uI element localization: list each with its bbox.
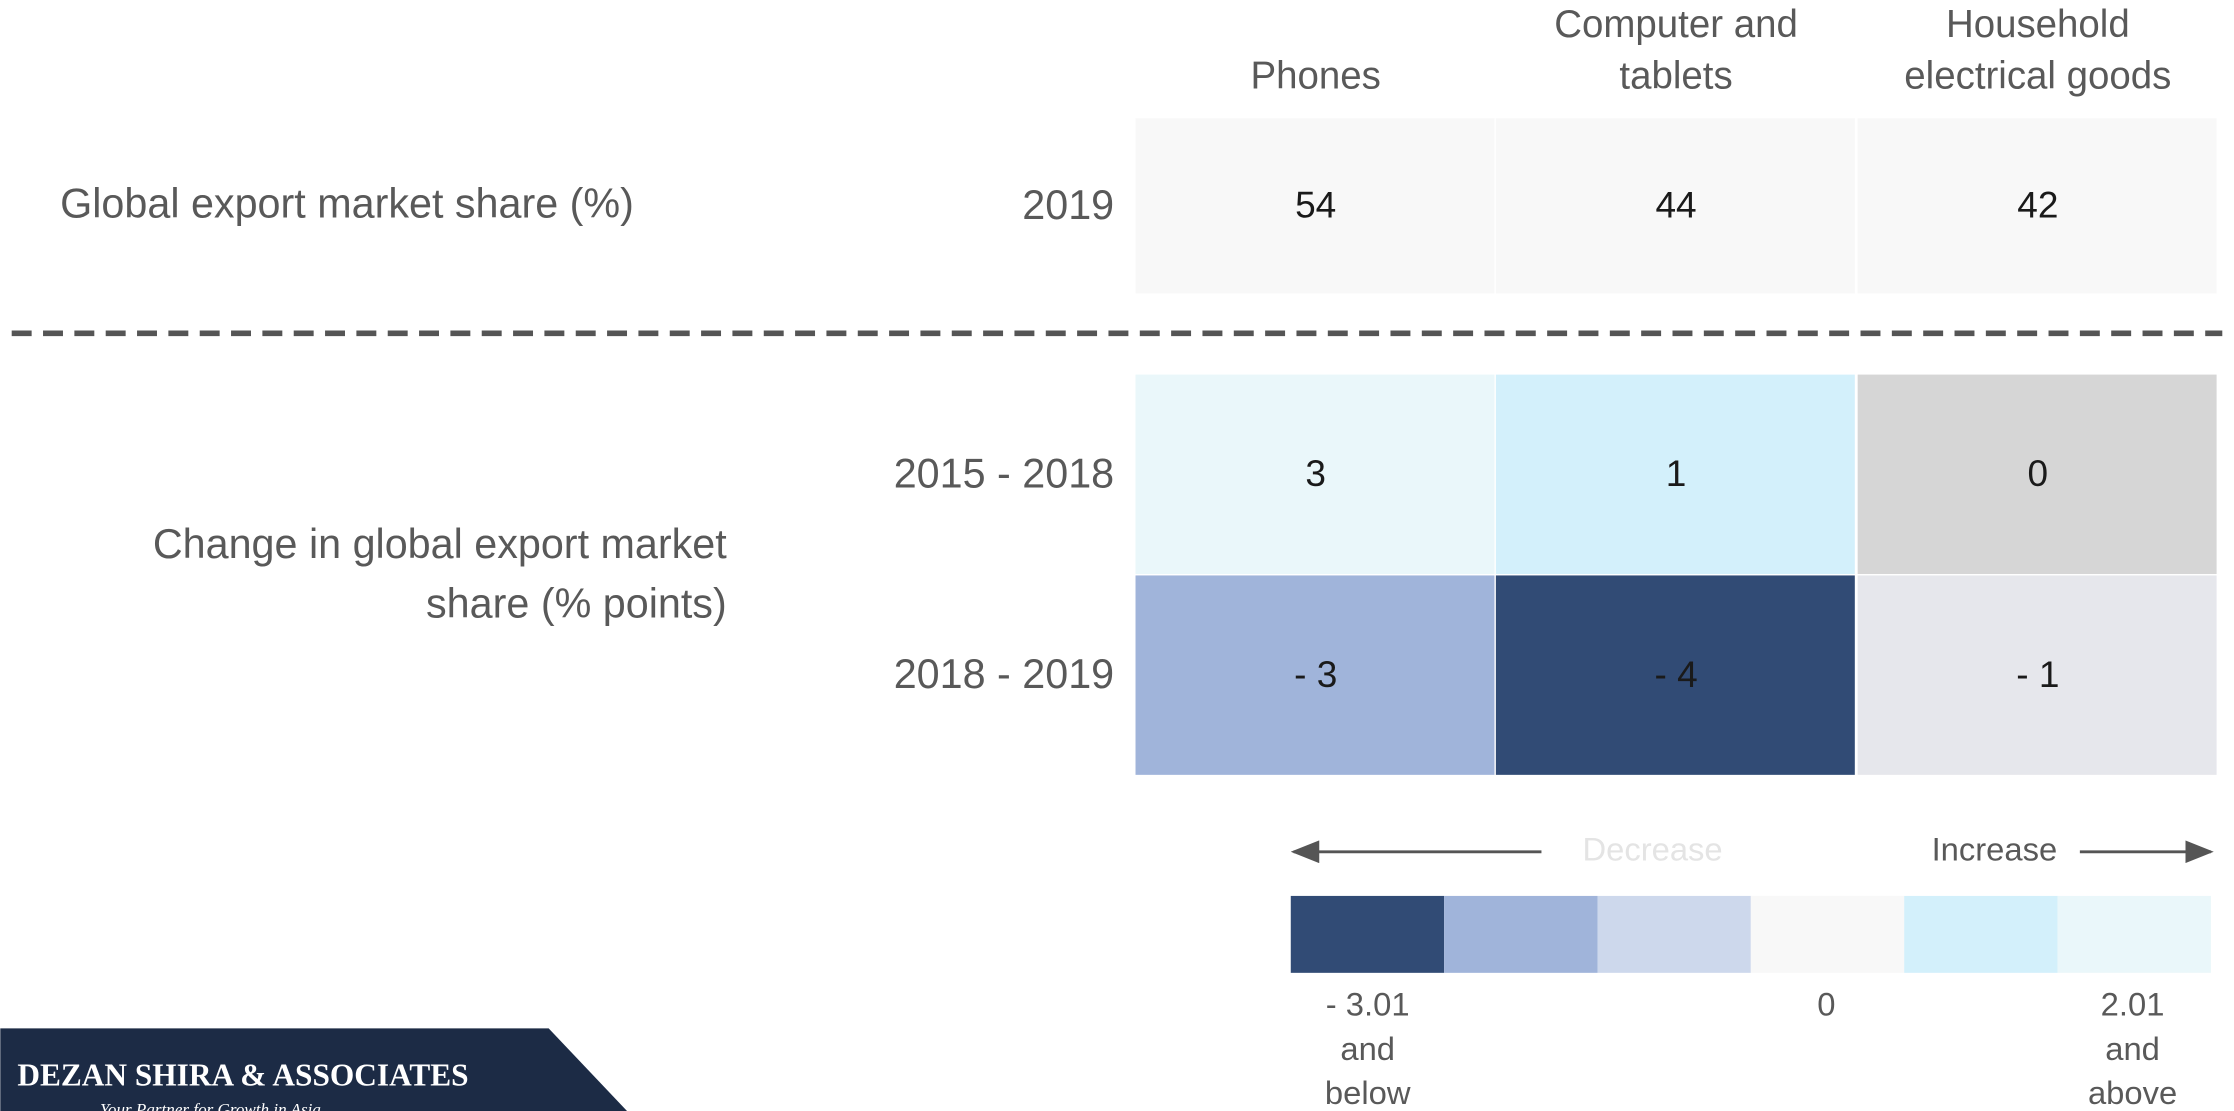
cell <box>1135 575 1495 775</box>
cell <box>1135 118 1495 294</box>
cell-value: 0 <box>2028 452 2049 494</box>
legend-swatch <box>2057 895 2211 973</box>
logo-tagline: Your Partner for Growth in Asia <box>100 1100 321 1111</box>
column-header: Household <box>1946 3 2130 46</box>
row-group-label: share (% points) <box>426 581 727 627</box>
cell-value: - 4 <box>1654 653 1697 695</box>
cell-value: 3 <box>1305 452 1326 494</box>
legend-swatch <box>1444 895 1598 973</box>
column-header: electrical goods <box>1904 54 2171 97</box>
cell <box>1857 374 2217 575</box>
legend-decrease: Decrease <box>1582 830 1722 867</box>
legend-label: 0 <box>1817 986 1835 1023</box>
cell-value: - 1 <box>2016 653 2059 695</box>
cell-value: 1 <box>1666 452 1687 494</box>
legend-label: below <box>1325 1074 1411 1111</box>
period-label: 2015 - 2018 <box>894 450 1114 496</box>
column-header: tablets <box>1619 54 1732 97</box>
cell-value: - 3 <box>1294 653 1337 695</box>
cell <box>1857 575 2217 775</box>
cell <box>1857 118 2217 294</box>
legend-increase: Increase <box>1932 830 2058 867</box>
cell <box>1495 374 1855 575</box>
legend-swatch <box>1750 895 1905 973</box>
period-label: 2019 <box>1022 182 1114 228</box>
logo-banner <box>0 1028 628 1111</box>
legend-label: - 3.01 <box>1326 986 1410 1023</box>
cell-value: 44 <box>1655 184 1696 226</box>
row-group-label: Global export market share (%) <box>60 180 634 226</box>
legend-label: and <box>1340 1030 1395 1067</box>
cell <box>1135 374 1495 575</box>
cell-value: 42 <box>2017 184 2058 226</box>
cell-value: 54 <box>1295 184 1336 226</box>
legend-swatch <box>1290 895 1445 973</box>
column-header: Phones <box>1251 54 1381 97</box>
logo-name: DEZAN SHIRA & ASSOCIATES <box>17 1057 468 1092</box>
cell <box>1495 575 1855 775</box>
legend-swatch <box>1904 895 2058 973</box>
column-header: Computer and <box>1554 3 1798 46</box>
row-group-label: Change in global export market <box>153 521 727 567</box>
legend-swatch <box>1597 895 1751 973</box>
legend-label: and <box>2105 1030 2160 1067</box>
legend-label: above <box>2088 1074 2177 1111</box>
legend-label: 2.01 <box>2101 986 2165 1023</box>
cell <box>1495 118 1855 294</box>
period-label: 2018 - 2019 <box>894 651 1114 697</box>
